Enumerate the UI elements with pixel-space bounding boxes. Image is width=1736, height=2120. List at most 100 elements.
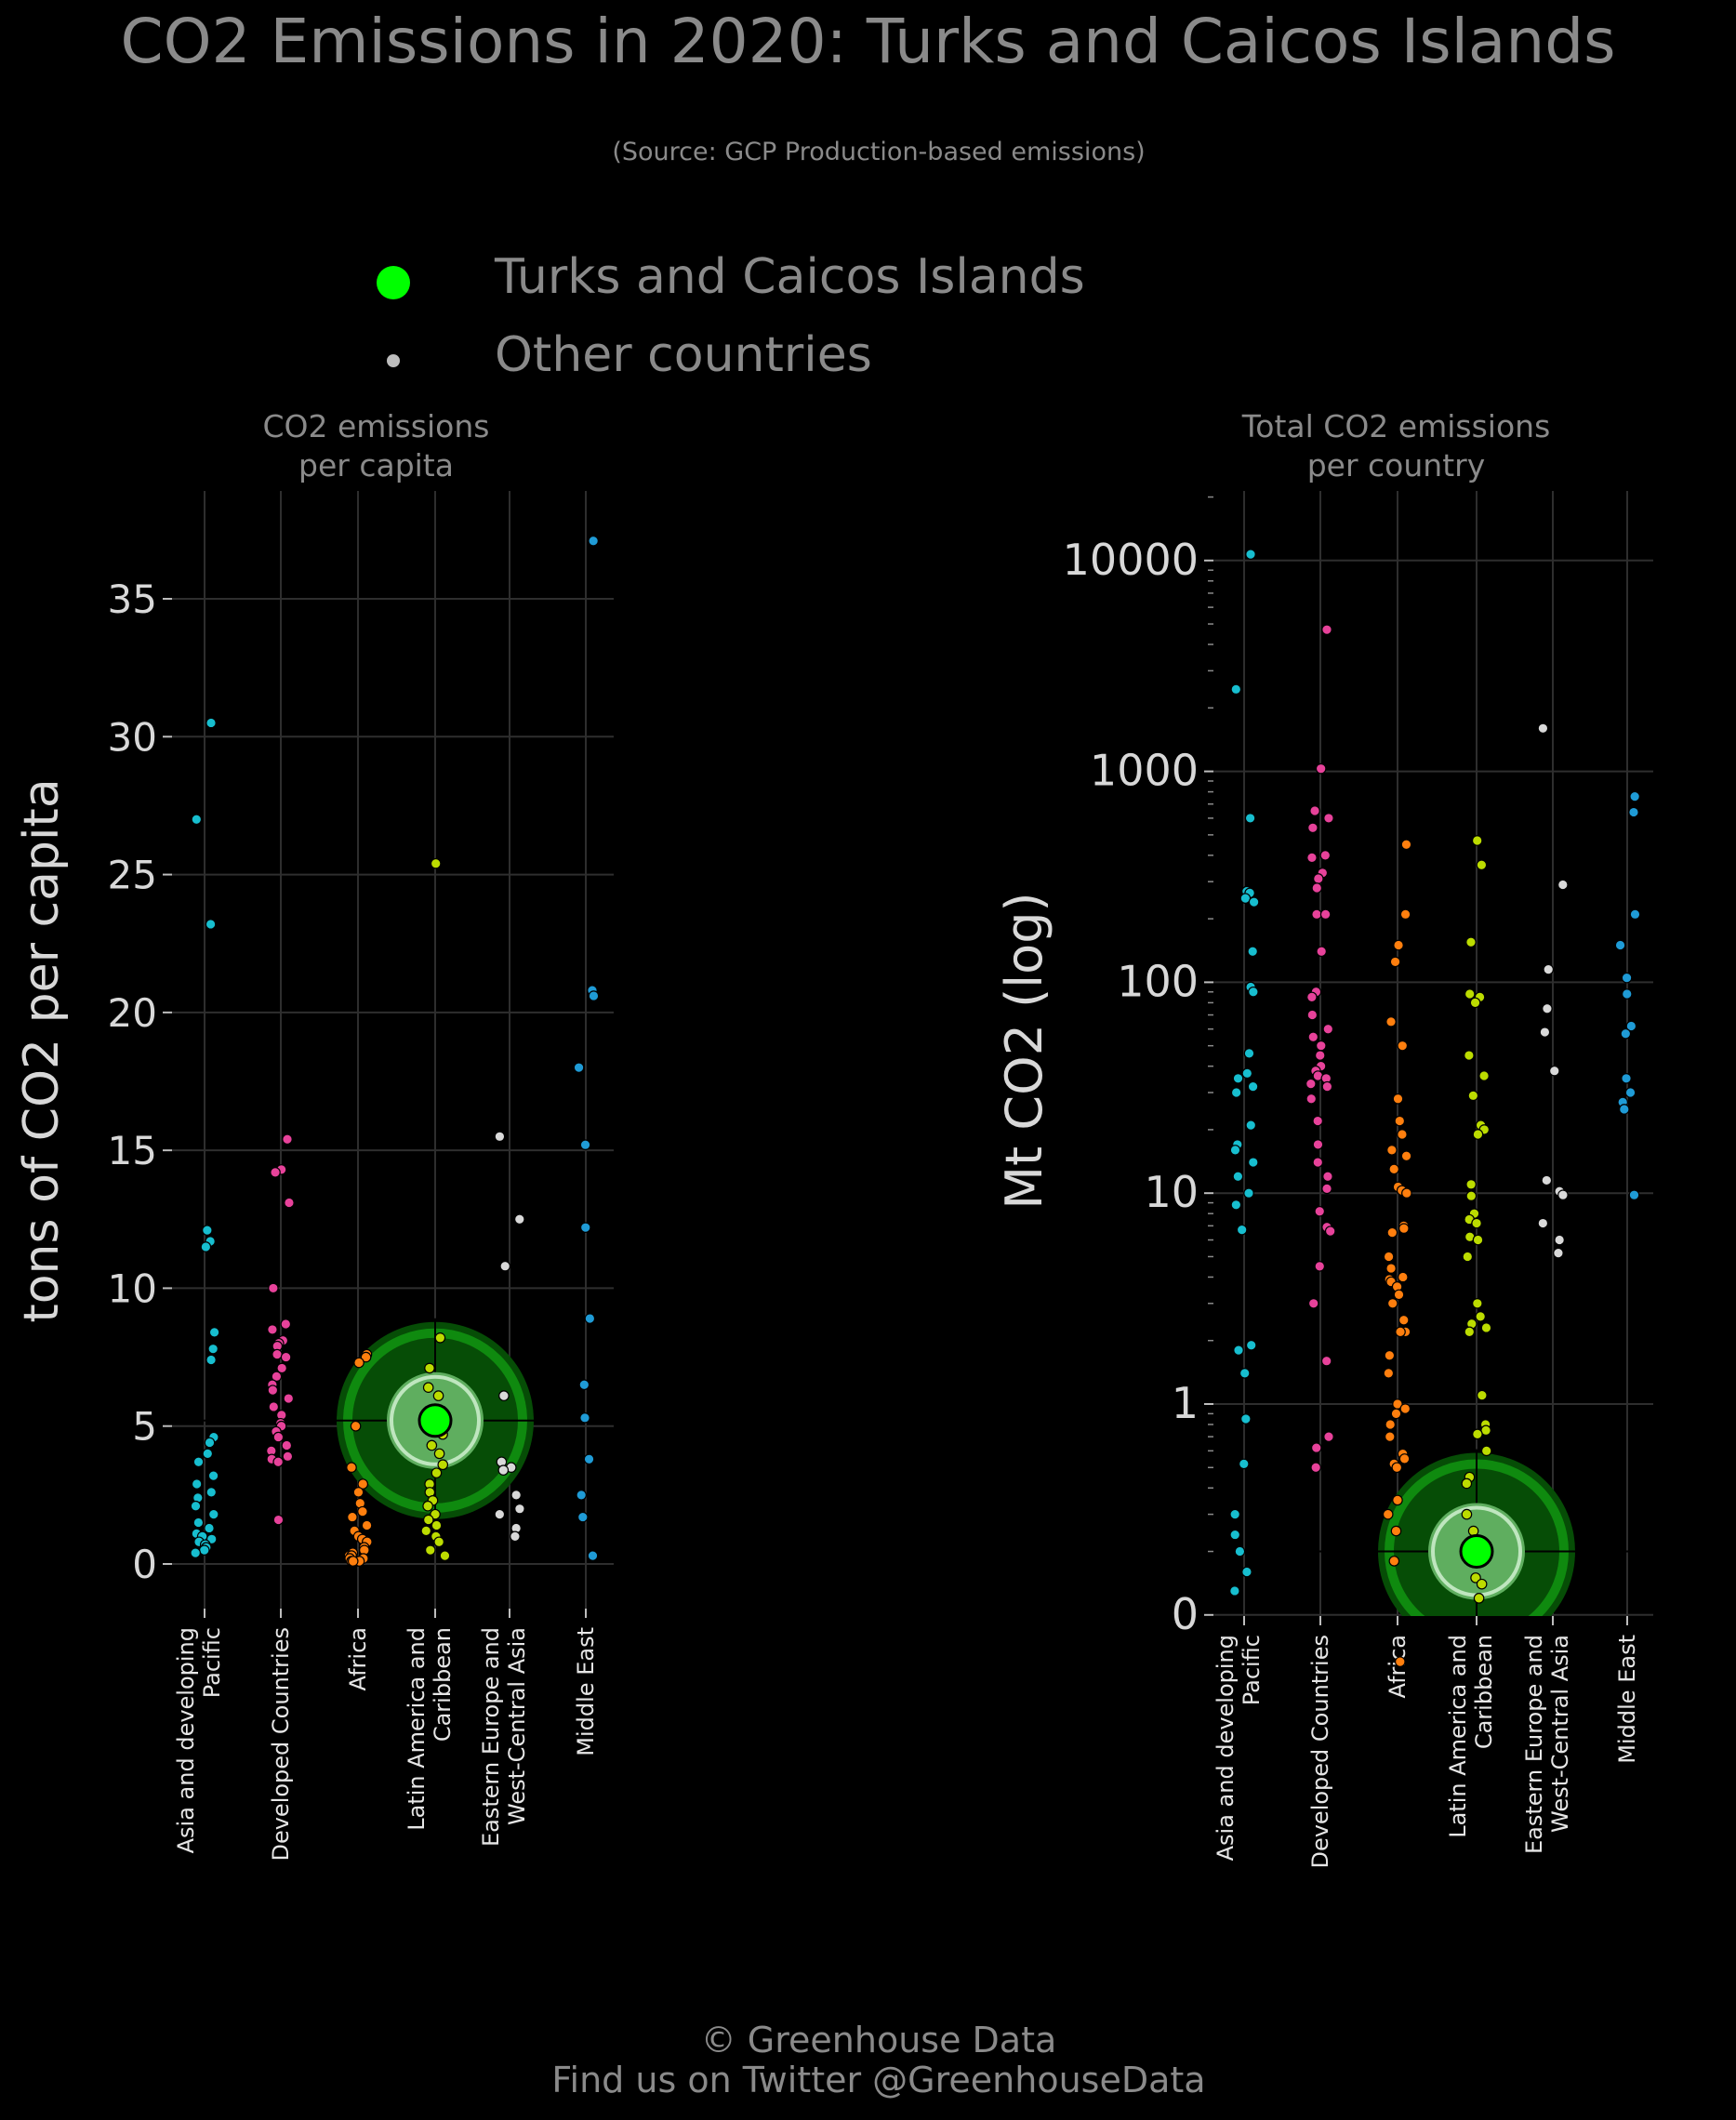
left-point: [498, 1390, 510, 1401]
right-point: [1386, 1145, 1398, 1156]
left-point: [437, 1459, 449, 1471]
right-point: [1312, 1157, 1324, 1168]
left-point: [584, 1313, 596, 1324]
left-point: [205, 1354, 217, 1366]
left-point: [276, 1362, 287, 1374]
right-point: [1382, 1508, 1394, 1520]
left-panel: 0 5 10 15 20 25 30 35 Asia and developingPacific…: [108, 408, 614, 1862]
right-point: [1480, 1445, 1492, 1457]
left-point: [424, 1362, 435, 1374]
right-point: [1480, 1322, 1492, 1333]
left-point: [208, 1327, 220, 1338]
right-point: [1537, 722, 1549, 735]
right-point: [1310, 1462, 1321, 1474]
right-point: [1385, 1419, 1396, 1430]
left-point: [510, 1490, 522, 1501]
footer-copyright: © Greenhouse Data: [700, 2020, 1057, 2060]
left-point: [207, 1343, 219, 1355]
right-point: [1247, 1157, 1259, 1168]
right-point: [1472, 1297, 1483, 1309]
right-point: [1628, 1189, 1640, 1200]
right-point: [1314, 1205, 1326, 1217]
right-point: [1230, 1199, 1242, 1211]
left-point: [200, 1241, 212, 1252]
left-point: [280, 1351, 292, 1363]
right-point: [1548, 1065, 1560, 1077]
right-point: [1395, 1326, 1406, 1338]
right-point: [1306, 1009, 1319, 1021]
right-point: [1309, 805, 1320, 816]
right-xtick-label: Africa: [1385, 1635, 1411, 1698]
right-point: [1394, 1656, 1406, 1667]
right-point: [1307, 822, 1319, 834]
right-point: [1306, 852, 1318, 864]
left-highlight-halo-inner-ring: [390, 1374, 481, 1466]
left-xtick-text: Developed Countries: [268, 1627, 294, 1862]
right-point: [1312, 1115, 1324, 1127]
left-point: [576, 1511, 589, 1523]
left-point: [430, 857, 442, 869]
left-point: [573, 1062, 585, 1073]
right-point: [1305, 1093, 1318, 1105]
right-point: [1464, 988, 1476, 1000]
left-point: [588, 990, 600, 1001]
left-point: [268, 1401, 280, 1412]
left-xtick-label: Eastern Europe andWest-Central Asia: [478, 1627, 530, 1847]
right-point: [1620, 1027, 1632, 1040]
right-point: [1322, 1023, 1334, 1035]
right-point: [1465, 936, 1477, 948]
right-point: [1393, 939, 1404, 951]
left-point: [431, 1519, 443, 1531]
right-point: [1230, 683, 1242, 696]
right-point: [1476, 1578, 1488, 1590]
right-point: [1386, 1297, 1398, 1309]
left-xtick-text: Middle East: [573, 1627, 599, 1756]
right-point: [1399, 908, 1411, 921]
right-point: [1465, 1179, 1477, 1190]
left-ytick-label: 5: [132, 1404, 157, 1450]
right-point: [1321, 1080, 1333, 1093]
right-point: [1624, 1087, 1637, 1098]
right-point: [1399, 1403, 1411, 1414]
right-point: [1391, 1462, 1403, 1474]
right-point: [1400, 839, 1412, 851]
left-point: [280, 1318, 292, 1330]
right-point: [1245, 1339, 1257, 1351]
right-xtick-label: Developed Countries: [1307, 1635, 1333, 1869]
right-point: [1247, 946, 1258, 958]
right-point: [1240, 1413, 1252, 1424]
left-point: [283, 1393, 295, 1404]
left-point: [202, 1448, 214, 1460]
right-point: [1315, 762, 1327, 775]
left-point: [583, 1453, 595, 1465]
left-point: [272, 1456, 285, 1468]
left-point: [494, 1508, 506, 1520]
right-ytick-label: 10: [1144, 1167, 1199, 1217]
left-ytick-label: 15: [108, 1128, 157, 1173]
legend-highlight-label: Turks and Caicos Islands: [495, 249, 1085, 305]
left-point: [347, 1556, 359, 1567]
right-point: [1397, 1129, 1408, 1140]
right-point: [1472, 1234, 1484, 1246]
right-point: [1243, 1048, 1255, 1059]
left-point: [272, 1431, 285, 1443]
right-xtick-text: Africa: [1385, 1635, 1411, 1698]
right-ytick-label: 1: [1172, 1378, 1199, 1428]
right-point: [1392, 1093, 1404, 1105]
right-point: [1229, 1529, 1241, 1541]
right-point: [1388, 1556, 1400, 1567]
right-point: [1464, 1326, 1476, 1338]
right-point: [1472, 1129, 1484, 1140]
left-ytick-label: 30: [108, 714, 157, 760]
right-point: [1398, 1453, 1411, 1464]
right-point: [1557, 1189, 1569, 1200]
left-ytick-label: 35: [108, 576, 157, 622]
right-point: [1476, 859, 1488, 871]
left-point: [432, 1390, 444, 1401]
right-ytick-label: 100: [1117, 956, 1199, 1006]
left-point: [204, 1522, 215, 1534]
right-point: [1319, 850, 1332, 861]
right-point: [1472, 1428, 1483, 1440]
left-point: [360, 1351, 372, 1363]
